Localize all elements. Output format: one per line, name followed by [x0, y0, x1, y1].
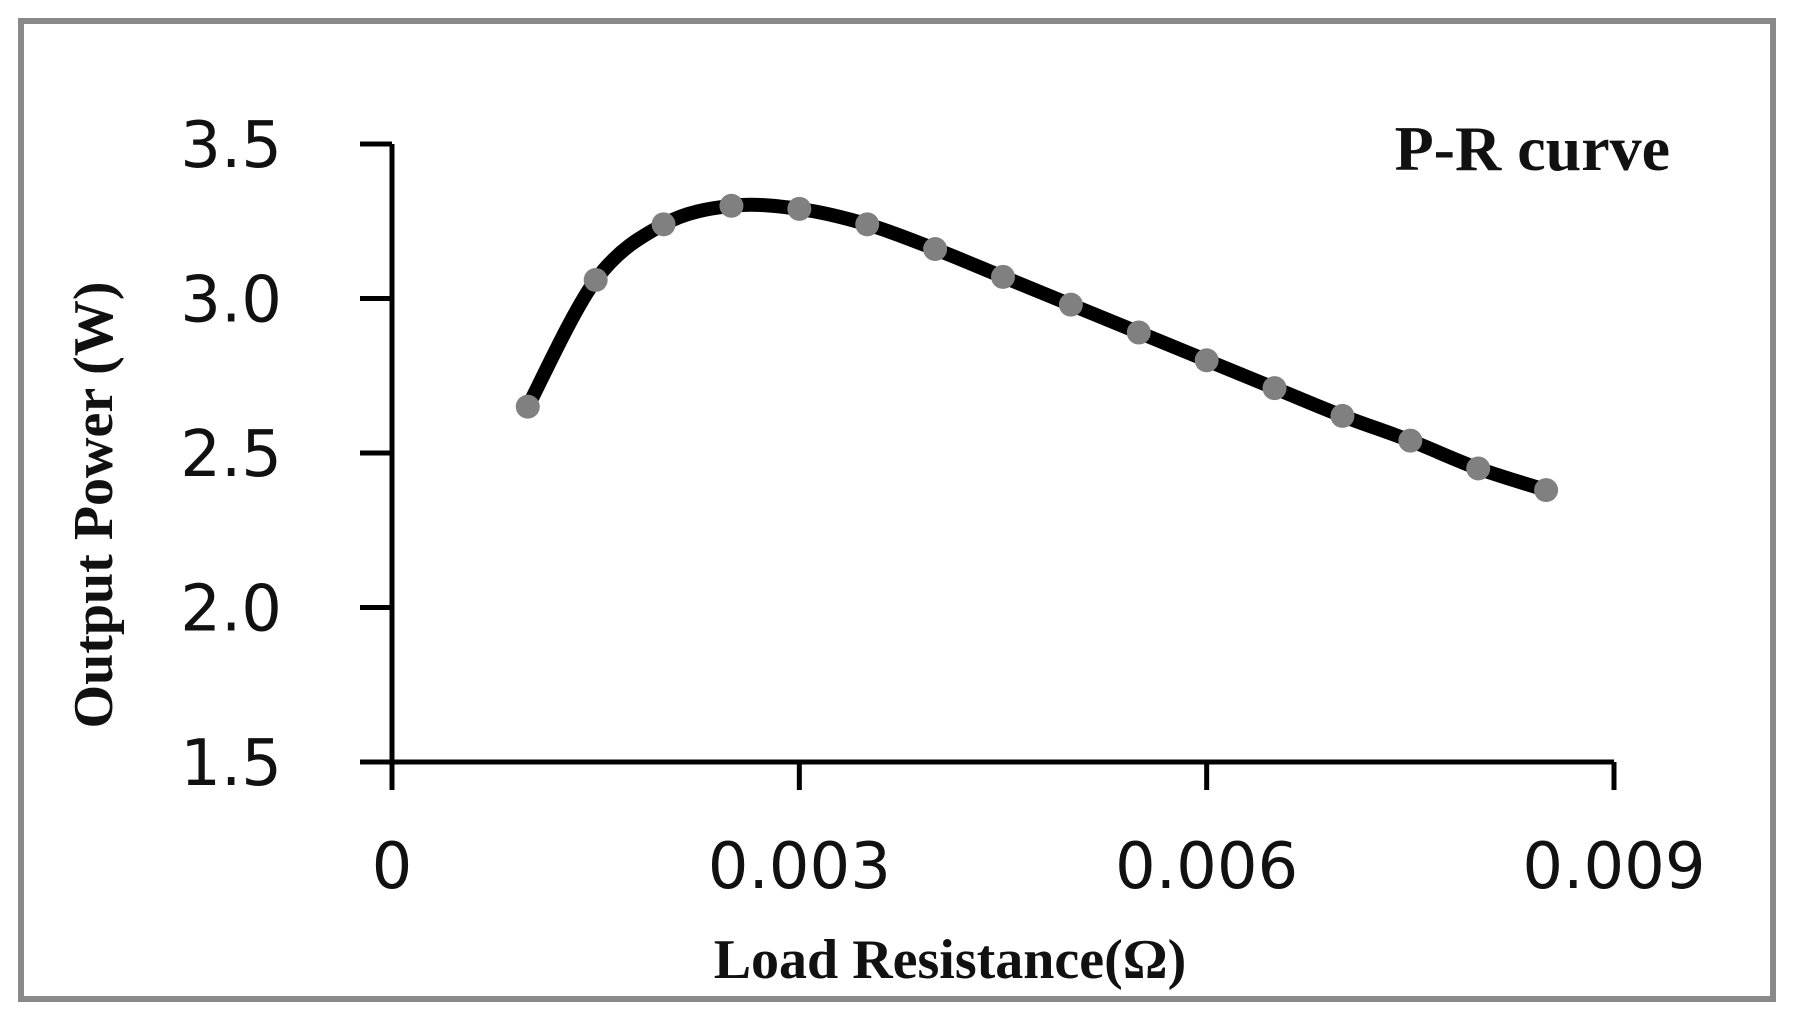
data-point — [583, 267, 608, 292]
data-point — [1058, 292, 1083, 317]
data-point — [651, 212, 676, 237]
x-tick-label: 0.006 — [1115, 830, 1298, 904]
data-point — [923, 237, 948, 262]
data-markers — [515, 193, 1559, 503]
x-tick-label: 0.009 — [1522, 830, 1705, 904]
y-tick-label: 3.0 — [180, 264, 282, 338]
y-tick-label: 2.5 — [180, 418, 282, 492]
series-line — [520, 197, 1554, 498]
data-point — [1126, 320, 1151, 345]
chart-title: P-R curve — [1395, 113, 1670, 184]
y-tick-label: 2.0 — [180, 573, 282, 647]
data-point — [787, 196, 812, 221]
data-point — [515, 394, 540, 419]
data-point — [855, 212, 880, 237]
data-point — [1466, 456, 1491, 481]
data-point — [1398, 428, 1423, 453]
chart-frame — [18, 18, 1776, 1002]
data-point — [1534, 478, 1559, 503]
data-point — [1262, 376, 1287, 401]
x-tick-label: 0.003 — [708, 830, 891, 904]
x-tick-label: 0 — [372, 830, 413, 904]
data-point — [1330, 403, 1355, 428]
y-tick-label: 1.5 — [180, 727, 282, 801]
data-point — [991, 264, 1015, 289]
data-point — [719, 193, 744, 218]
x-axis-title: Load Resistance(Ω) — [714, 929, 1187, 991]
tick-marks — [360, 141, 1617, 790]
data-point — [1194, 348, 1219, 373]
tick-labels: 1.5 2.0 2.5 3.0 3.5 0 0.003 0.006 0.009 — [180, 109, 1705, 904]
y-tick-label: 3.5 — [180, 109, 282, 183]
y-axis-title: Output Power (W) — [63, 282, 125, 729]
